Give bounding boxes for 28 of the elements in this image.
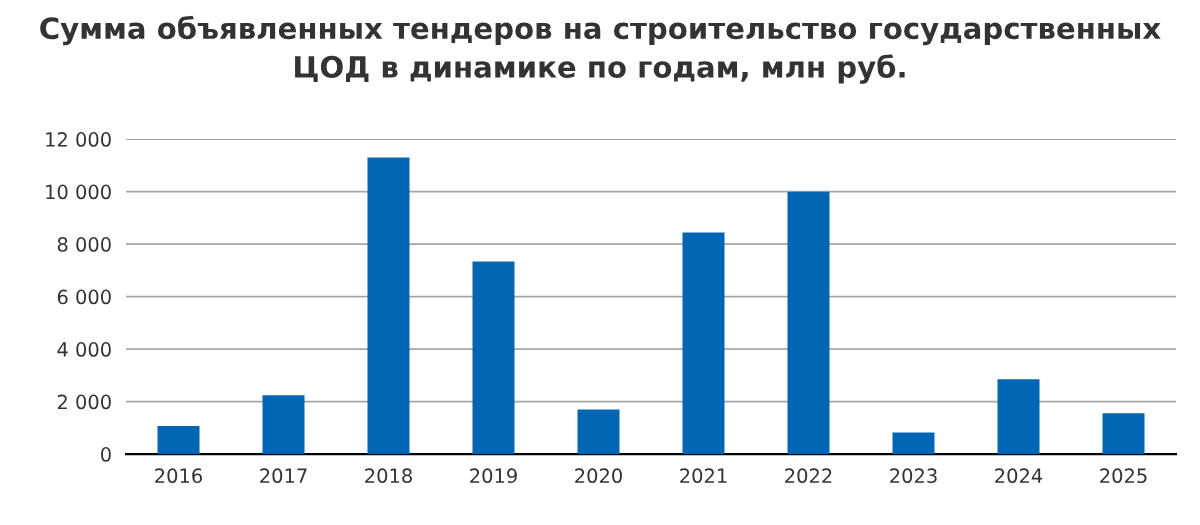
bar <box>262 395 305 455</box>
x-tick-label: 2020 <box>575 468 622 484</box>
x-tick-label: 2021 <box>680 468 727 484</box>
bar <box>892 432 935 455</box>
bar <box>1102 413 1145 455</box>
x-tick-label: 2018 <box>365 468 412 484</box>
bar <box>787 191 830 455</box>
y-tick-label: 10 000 <box>46 184 111 200</box>
y-tick-label: 0 <box>101 447 111 462</box>
x-tick-label: 2024 <box>995 468 1043 484</box>
y-tick-label: 6 000 <box>57 289 111 305</box>
bar <box>997 379 1040 455</box>
x-tick-label: 2025 <box>1100 468 1147 484</box>
bar <box>472 261 515 455</box>
bar <box>682 232 725 455</box>
x-tick-label: 2017 <box>260 468 307 484</box>
x-tick-label: 2023 <box>890 468 937 484</box>
x-tick-label: 2019 <box>470 468 517 484</box>
chart-title: Сумма объявленных тендеров на строительство государственных ЦОД в динамике по годам, млн руб. <box>40 15 1161 84</box>
bar <box>367 157 410 455</box>
y-tick-label: 12 000 <box>46 132 111 147</box>
bar <box>157 426 200 455</box>
y-tick-label: 4 000 <box>57 342 111 357</box>
y-tick-label: 8 000 <box>57 237 111 252</box>
bar <box>577 409 620 455</box>
y-tick-label: 2 000 <box>57 394 111 410</box>
x-tick-label: 2016 <box>155 468 203 484</box>
x-tick-label: 2022 <box>785 468 832 484</box>
